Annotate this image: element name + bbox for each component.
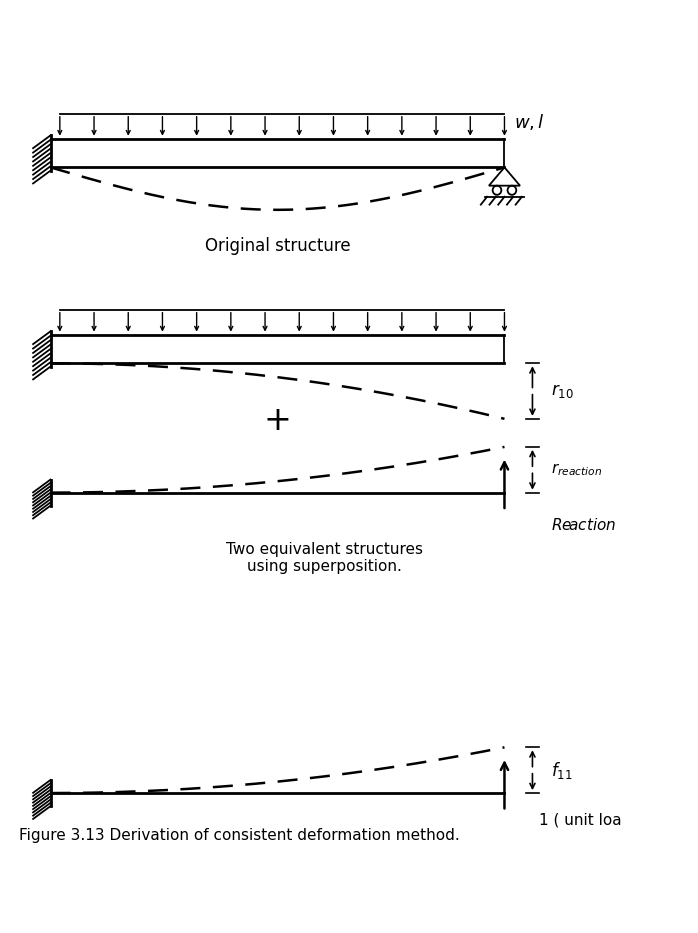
Text: $Re\!action$: $Re\!action$ [551,517,616,534]
Text: $w , l$: $w , l$ [514,112,544,132]
Text: +: + [264,404,292,438]
Text: Two equivalent structures
using superposition.: Two equivalent structures using superpos… [225,542,422,574]
Text: Figure 3.13 Derivation of consistent deformation method.: Figure 3.13 Derivation of consistent def… [20,828,460,843]
Text: $r_{10}$: $r_{10}$ [551,383,574,400]
Text: Original structure: Original structure [205,237,350,255]
Text: $f_{11}$: $f_{11}$ [551,759,573,781]
Text: 1 ( unit loa: 1 ( unit loa [539,813,621,828]
Text: $r_{reaction}$: $r_{reaction}$ [551,462,602,478]
